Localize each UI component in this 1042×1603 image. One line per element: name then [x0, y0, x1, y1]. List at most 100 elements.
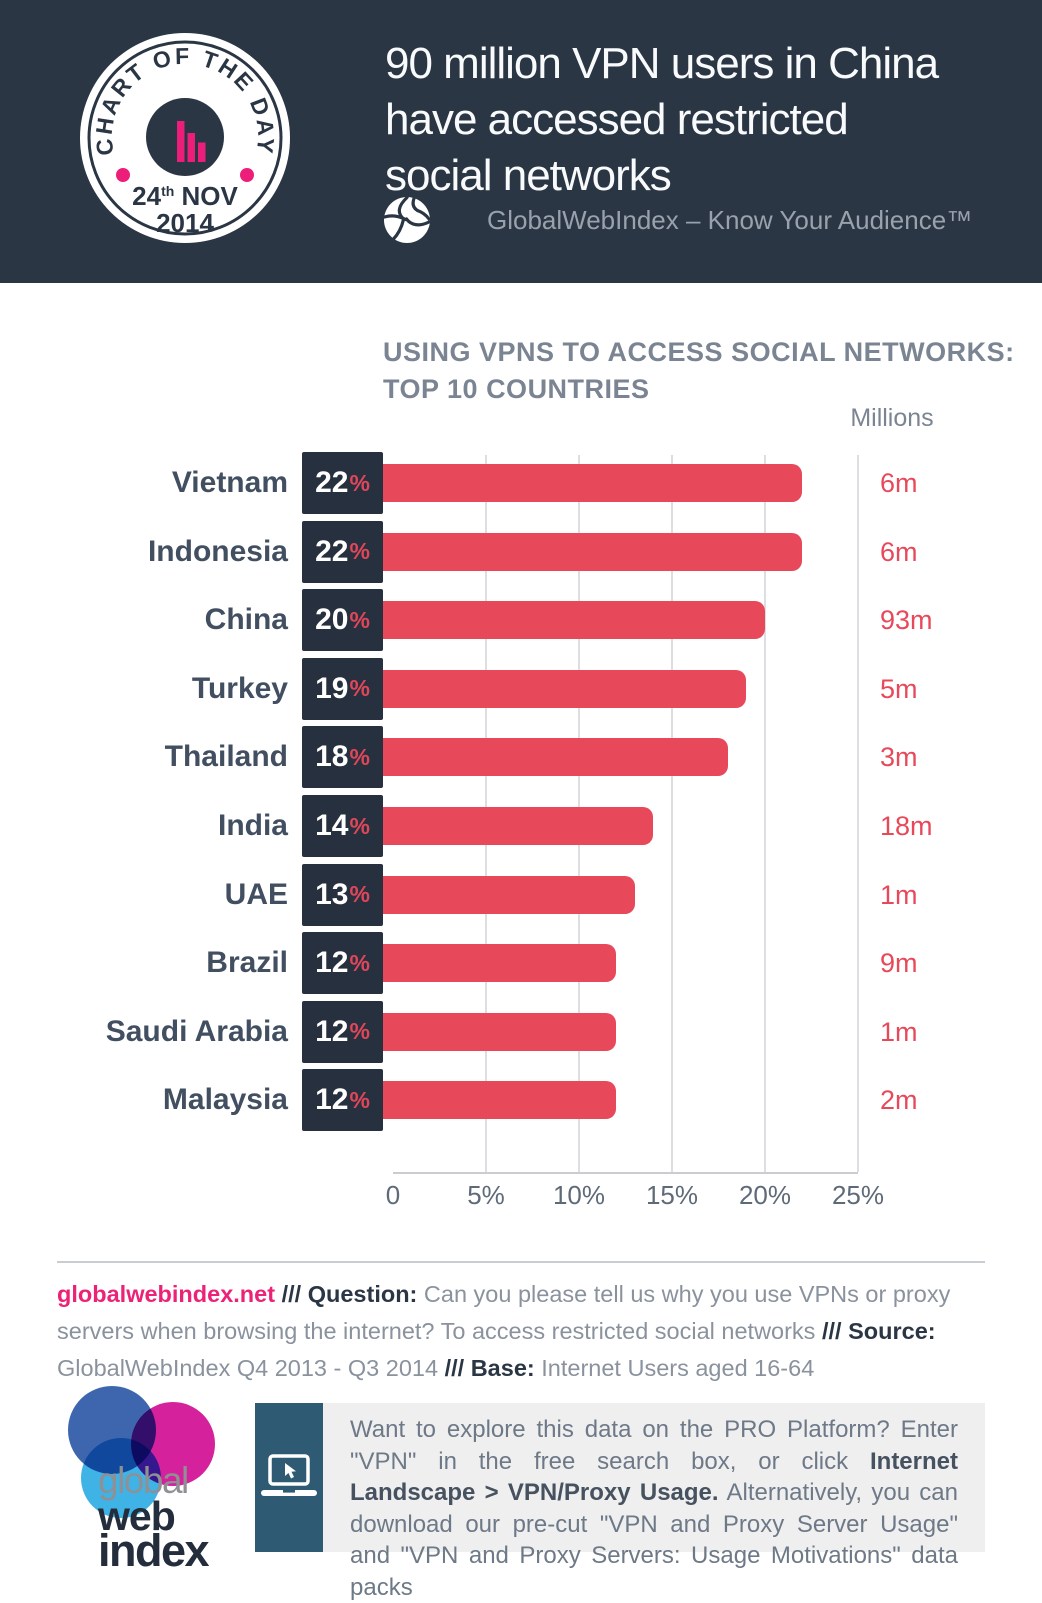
country-label-turkey: Turkey [191, 671, 288, 705]
country-label-malaysia: Malaysia [162, 1083, 288, 1117]
text-segment: /// [444, 1355, 471, 1381]
pct-sign-malaysia: % [349, 1086, 370, 1113]
gridline-15pct [671, 455, 673, 1172]
bar-china [383, 601, 765, 640]
text-segment: Question: [307, 1281, 424, 1307]
pct-sign-indonesia: % [349, 538, 370, 565]
text-segment: /// [275, 1281, 308, 1307]
country-label-thailand: Thailand [164, 740, 288, 774]
gridline-20pct [764, 455, 766, 1172]
footer-divider [57, 1261, 985, 1263]
millions-value-thailand: 3m [880, 742, 918, 773]
pct-box-thailand: 18% [302, 726, 383, 789]
pct-sign-china: % [349, 606, 370, 633]
badge-center-circle [146, 98, 224, 176]
promo-box: Want to explore this data on the PRO Pla… [323, 1403, 985, 1601]
country-label-uae: UAE [224, 877, 288, 911]
chart-title-line2: TOP 10 COUNTRIES [383, 374, 650, 404]
pct-value-indonesia: 22 [315, 534, 349, 568]
pct-value-malaysia: 12 [315, 1083, 349, 1117]
bar-indonesia [383, 532, 803, 571]
millions-value-uae: 1m [880, 879, 918, 910]
globalwebindex-link[interactable]: globalwebindex.net [57, 1281, 276, 1307]
pct-sign-vietnam: % [349, 469, 370, 496]
millions-value-brazil: 9m [880, 948, 918, 979]
pct-value-china: 20 [315, 603, 349, 637]
pct-box-turkey: 19% [302, 657, 383, 720]
text-segment: Can you please tell us why you use VPNs … [57, 1281, 951, 1344]
millions-unit-label: Millions [850, 404, 934, 432]
text-segment: /// [821, 1318, 849, 1344]
pct-sign-thailand: % [349, 743, 370, 770]
chart-title: USING VPNS TO ACCESS SOCIAL NETWORKS: TO… [383, 334, 1015, 408]
bar-uae [383, 875, 635, 914]
badge-date: 24th NOV [132, 181, 238, 211]
country-label-indonesia: Indonesia [147, 534, 288, 568]
badge-year: 2014 [156, 208, 214, 238]
country-label-brazil: Brazil [206, 946, 288, 980]
pct-sign-india: % [349, 812, 370, 839]
bar-vietnam [383, 464, 803, 502]
millions-value-china: 93m [880, 605, 933, 636]
pct-value-uae: 13 [315, 877, 349, 911]
promo-icon-box [255, 1403, 323, 1552]
globalwebindex-logo-icon [68, 1386, 215, 1518]
logo-word-index: index [98, 1525, 210, 1576]
page-title-line2: have accessed restricted [385, 95, 849, 144]
country-label-india: India [217, 809, 288, 842]
logo-word-global: global [98, 1460, 189, 1501]
badge-dot-left-icon [116, 168, 130, 182]
pct-value-saudi-arabia: 12 [315, 1014, 349, 1048]
pct-box-uae: 13% [302, 863, 383, 926]
pct-box-vietnam: 22% [302, 452, 383, 514]
brand-tagline: GlobalWebIndex – Know Your Audience™ [487, 204, 973, 235]
pct-sign-saudi-arabia: % [349, 1018, 370, 1045]
x-tick-5pct: 5% [467, 1180, 505, 1210]
pct-value-vietnam: 22 [315, 466, 349, 499]
text-segment: Base: [470, 1355, 542, 1381]
country-label-china: China [204, 603, 288, 637]
bar-india [383, 807, 654, 845]
pct-value-turkey: 19 [315, 671, 349, 705]
text-segment: GlobalWebIndex Q4 2013 - Q3 2014 [57, 1355, 445, 1381]
promo-text: Want to explore this data on the PRO Pla… [350, 1414, 958, 1603]
pct-sign-brazil: % [349, 949, 370, 976]
page-title-line1: 90 million VPN users in China [385, 39, 939, 88]
bar-malaysia [383, 1081, 617, 1120]
pct-box-india: 14% [302, 795, 383, 857]
brand-row: GlobalWebIndex – Know Your Audience™ [383, 196, 972, 244]
pct-box-brazil: 12% [302, 932, 383, 995]
x-tick-25pct: 25% [831, 1180, 885, 1210]
x-tick-10pct: 10% [552, 1180, 606, 1210]
pct-box-indonesia: 22% [302, 520, 383, 583]
x-tick-20pct: 20% [738, 1180, 792, 1210]
country-label-vietnam: Vietnam [171, 466, 288, 499]
footer-note: globalwebindex.net /// Question: Can you… [57, 1276, 989, 1387]
pct-value-brazil: 12 [315, 946, 349, 980]
laptop-cursor-icon [261, 1453, 317, 1496]
gridline-25pct [857, 455, 859, 1172]
text-segment: Internet Landscape > VPN/Proxy Usage. [350, 1447, 958, 1507]
pct-box-china: 20% [302, 589, 383, 652]
millions-value-india: 18m [880, 811, 933, 841]
x-tick-0: 0 [385, 1180, 401, 1210]
millions-value-indonesia: 6m [880, 536, 918, 567]
x-axis-line [393, 1172, 858, 1174]
chart-of-the-day-badge: CHART OF THE DAY 24th NOV 2014 [80, 33, 290, 243]
text-segment: Want to explore this data on the PRO Pla… [350, 1416, 958, 1475]
millions-value-turkey: 5m [880, 673, 918, 704]
text-segment: Internet Users aged 16-64 [541, 1355, 815, 1381]
header-banner: CHART OF THE DAY 24th NOV 2014 90 millio… [0, 0, 1042, 283]
text-segment: Source: [848, 1318, 936, 1344]
badge-ring [87, 40, 283, 236]
bar-turkey [383, 669, 747, 708]
badge-dot-right-icon [240, 168, 254, 182]
pct-value-thailand: 18 [315, 740, 349, 774]
globe-icon [383, 196, 431, 243]
bar-saudi-arabia [383, 1012, 617, 1051]
millions-value-vietnam: 6m [880, 468, 918, 498]
pct-box-saudi-arabia: 12% [302, 1000, 383, 1063]
x-tick-15pct: 15% [645, 1180, 699, 1210]
text-segment: Alternatively, you can download our pre-… [350, 1479, 958, 1601]
